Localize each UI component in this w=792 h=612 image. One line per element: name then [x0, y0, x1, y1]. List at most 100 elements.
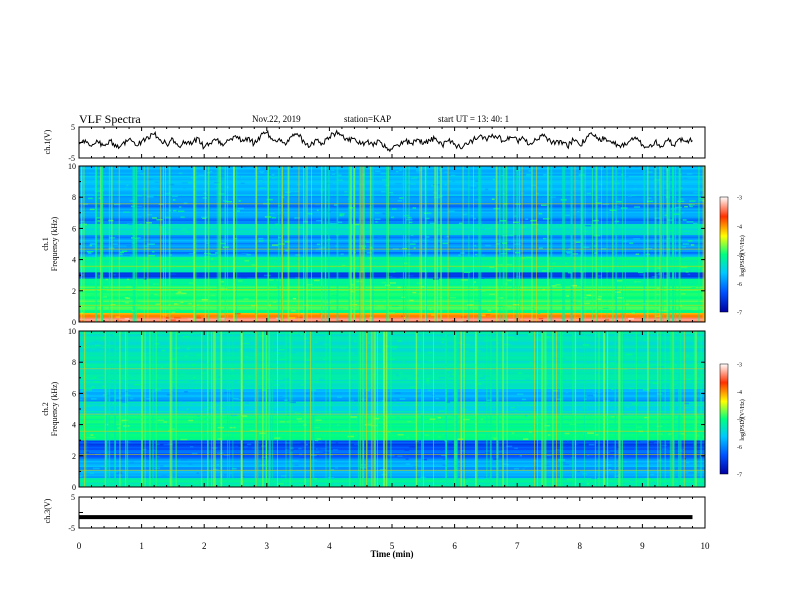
spectrogram-cell [357, 184, 360, 187]
spectrogram-cell [600, 341, 603, 343]
sferic-line [213, 331, 215, 487]
sferic-line [287, 166, 290, 322]
spectrogram-cell [520, 192, 525, 194]
spectrogram-cell [321, 263, 325, 265]
sferic-line [519, 166, 521, 322]
spectrogram-cell [360, 332, 364, 335]
spectrogram-cell [693, 222, 698, 225]
spectrogram-cell [175, 292, 181, 295]
sferic-line [667, 166, 670, 322]
spectrogram-cell [577, 470, 581, 473]
spectrogram-cell [297, 420, 305, 423]
spectrogram-band [79, 463, 705, 466]
spectrogram-cell [128, 223, 134, 226]
spectrogram-cell [337, 396, 342, 398]
spectrogram-cell [399, 372, 403, 374]
spectrogram-cell [519, 455, 523, 457]
spectrogram-band [79, 292, 705, 295]
spectrogram-cell [469, 231, 473, 233]
spectrogram-band [79, 212, 705, 215]
spectrogram-cell [565, 262, 568, 265]
spectrogram-cell [223, 454, 230, 456]
spectrogram-cell [240, 170, 245, 172]
sferic-line [516, 166, 518, 322]
spectrogram-cell [596, 334, 600, 337]
spectrogram-cell [159, 333, 163, 336]
sferic-line [671, 331, 674, 487]
spectrogram-cell [440, 225, 445, 227]
spectrogram-cell [693, 283, 700, 286]
spectrogram-cell [604, 475, 607, 477]
spectrogram-cell [478, 477, 485, 479]
sferic-line [163, 166, 164, 322]
spectrogram-cell [687, 173, 693, 175]
spectrogram-cell [336, 319, 343, 322]
spectrogram-cell [113, 203, 121, 206]
spectrogram-cell [126, 297, 131, 299]
sferic-line [561, 331, 564, 487]
spectrogram-cell [444, 171, 448, 174]
spectrogram-cell [180, 459, 188, 461]
spectrogram-cell [383, 364, 388, 367]
spectrogram-cell [251, 337, 254, 339]
colorbar-tick-label: -7 [737, 473, 742, 479]
sferic-line [601, 166, 602, 322]
spectrogram-cell [279, 358, 286, 361]
spectrogram-cell [375, 221, 378, 223]
spectrogram-cell [463, 213, 468, 216]
spectrogram-cell [315, 451, 320, 453]
sferic-line [622, 166, 624, 322]
spectrogram-cell [421, 270, 427, 273]
spectrogram-band [79, 396, 705, 399]
spectrogram-cell [176, 302, 183, 305]
spectrogram-band [79, 300, 705, 303]
sferic-line [255, 166, 257, 322]
spectrogram-cell [332, 449, 338, 451]
sferic-line [84, 331, 85, 487]
spectrogram-cell [225, 200, 233, 203]
spectrogram-cell [480, 290, 486, 292]
sferic-line [570, 166, 573, 322]
spectrogram-cell [506, 445, 513, 448]
spectrogram-cell [244, 260, 250, 262]
spectrogram-cell [403, 316, 406, 319]
spectrogram-cell [243, 344, 246, 346]
spectrogram-cell [380, 172, 387, 175]
spectrogram-band [79, 335, 705, 338]
spectrogram-cell [482, 254, 485, 257]
spectrogram-band [79, 337, 705, 340]
sferic-line [228, 331, 230, 487]
spectrogram-cell [178, 172, 183, 175]
spectrogram-cell [424, 434, 429, 436]
spectrogram-cell [510, 386, 518, 389]
y-tick-label: 2 [72, 287, 76, 296]
spectrogram-cell [125, 187, 128, 190]
spectrogram-cell [231, 474, 236, 476]
sferic-line [415, 331, 418, 487]
spectrogram-cell [480, 277, 485, 279]
spectrogram-band [79, 413, 705, 416]
spectrogram-cell [245, 336, 252, 339]
spectrogram-cell [272, 301, 277, 303]
spectrogram-cell [349, 399, 355, 402]
spectrogram-cell [391, 216, 395, 219]
spectrogram-band [79, 181, 705, 184]
spectrogram-cell [523, 428, 531, 430]
spectrogram-cell [493, 423, 497, 426]
spectrogram-cell [396, 374, 399, 377]
narrowband-line [79, 304, 705, 306]
spectrogram-cell [569, 429, 575, 432]
spectrogram-cell [497, 356, 502, 359]
spectrogram-cell [378, 400, 383, 402]
spectrogram-cell [273, 406, 277, 408]
spectrogram-cell [186, 348, 190, 350]
spectrogram-cell [689, 200, 696, 202]
spectrogram-cell [249, 429, 257, 432]
sferic-line [385, 331, 388, 487]
spectrogram-band [79, 239, 705, 242]
spectrogram-cell [104, 368, 111, 371]
spectrogram-cell [667, 366, 671, 368]
spectrogram-cell [188, 252, 196, 255]
spectrogram-cell [268, 350, 276, 353]
spectrogram-cell [489, 277, 497, 279]
